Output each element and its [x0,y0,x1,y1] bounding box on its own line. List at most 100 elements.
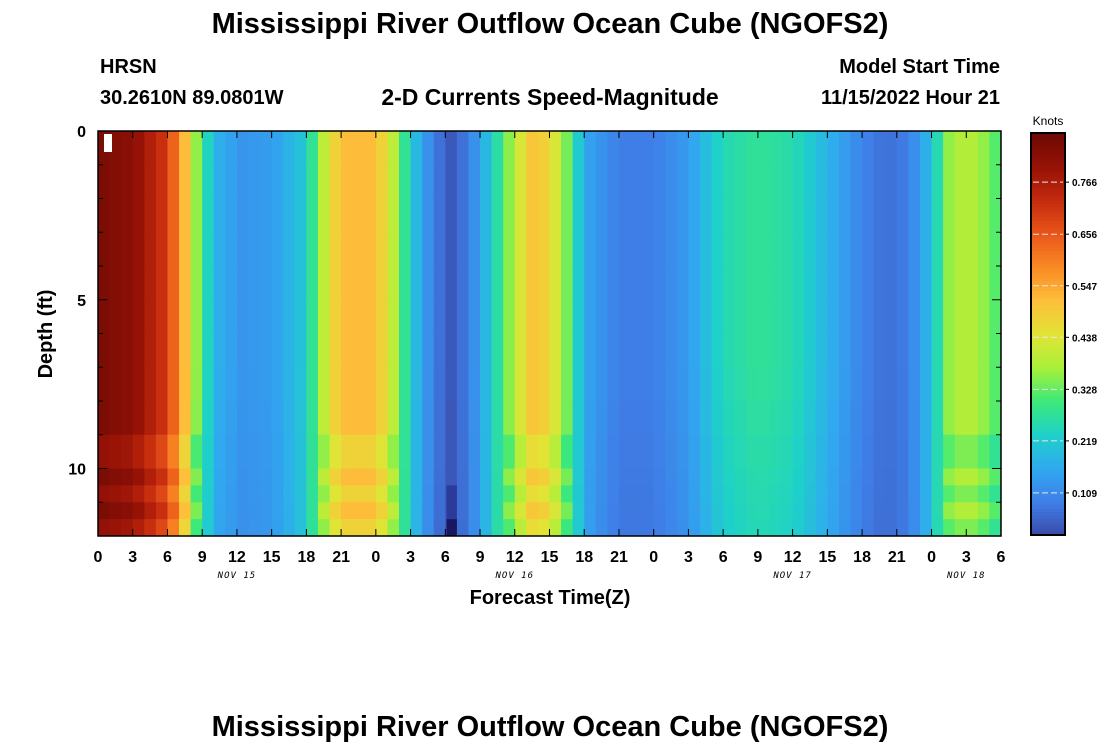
heatmap-cell [503,401,516,436]
heatmap-cell [179,485,192,503]
heatmap-cell [155,333,169,368]
heatmap-cell [977,198,991,233]
heatmap-cell [549,299,562,335]
heatmap-cell [595,468,608,486]
heatmap-cell [561,266,574,301]
heatmap-cell [109,266,122,301]
heatmap-cell [757,502,771,520]
heatmap-cell [155,468,169,486]
heatmap-cell [734,131,747,166]
heatmap-cell [919,367,933,402]
heatmap-cell [989,198,1001,233]
heatmap-cell [989,485,1001,503]
heatmap-cell [838,299,852,335]
heatmap-cell [236,434,250,470]
colorbar-segment [1031,484,1065,489]
heatmap-cell [595,485,608,503]
heatmap-cell [723,232,736,267]
x-tick-label: 18 [853,549,871,566]
heatmap-cell [642,519,655,536]
heatmap-cell [364,232,377,267]
heatmap-cell [827,131,840,166]
heatmap-cell [352,333,365,368]
heatmap-cell [873,434,886,470]
heatmap-cell [584,468,597,486]
heatmap-cell [642,401,655,436]
colorbar-segment [1031,173,1065,178]
colorbar-segment [1031,524,1065,529]
heatmap-cell [630,519,643,536]
heatmap-cell [410,367,423,402]
heatmap-cell [480,519,493,536]
heatmap-cell [98,367,111,402]
heatmap-cell [885,299,898,335]
heatmap-cell [885,164,898,200]
heatmap-cell [294,519,307,536]
heatmap-cell [850,299,863,335]
heatmap-cell [225,502,238,520]
heatmap-cell [734,299,747,335]
colorbar-segment [1031,196,1065,201]
heatmap-cell [827,266,840,301]
heatmap-cell [676,232,690,267]
colorbar-segment [1031,233,1065,238]
heatmap-cell [896,299,909,335]
heatmap-cell [862,131,875,166]
colorbar-segment [1031,354,1065,359]
heatmap-cell [190,164,203,200]
heatmap-cell [179,519,192,536]
colorbar-segment [1031,280,1065,285]
heatmap-cell [352,502,365,520]
heatmap-cell [792,164,805,200]
heatmap-cell [260,131,273,166]
heatmap-cell [919,519,933,536]
heatmap-cell [202,468,215,486]
heatmap-cell [977,468,991,486]
heatmap-cell [804,299,817,335]
heatmap-cell [642,333,655,368]
heatmap-cell [862,468,875,486]
heatmap-cell [700,401,713,436]
heatmap-cell [572,468,585,486]
heatmap-cell [294,232,307,267]
heatmap-cell [966,131,979,166]
heatmap-cell [480,131,493,166]
heatmap-cell [873,502,886,520]
colorbar-segment [1031,300,1065,305]
heatmap-cell [144,485,157,503]
heatmap-cell [213,519,226,536]
heatmap-cell [537,131,551,166]
heatmap-cell [746,232,759,267]
colorbar-segment [1031,139,1065,144]
heatmap-cell [294,367,307,402]
heatmap-cell [618,333,632,368]
heatmap-cell [827,485,840,503]
heatmap-cell [144,266,157,301]
heatmap-cell [190,519,203,536]
colorbar-segment [1031,189,1065,194]
heatmap-cell [653,367,666,402]
heatmap-cell [456,519,470,536]
colorbar-tick-label: 0.438 [1072,333,1097,344]
heatmap-cell [179,299,192,335]
colorbar-segment [1031,273,1065,278]
heatmap-cell [642,198,655,233]
heatmap-cell [491,401,504,436]
heatmap-cell [144,232,157,267]
surface-marker [104,134,112,152]
heatmap-cell [734,502,747,520]
heatmap-cell [202,198,215,233]
heatmap-cell [410,131,423,166]
heatmap-cell [433,502,446,520]
colorbar-segment [1031,256,1065,261]
heatmap-cell [167,468,180,486]
heatmap-cell [514,299,527,335]
heatmap-cell [769,198,782,233]
heatmap-cell [966,164,979,200]
heatmap-cell [885,131,898,166]
heatmap-cell [248,232,261,267]
heatmap-cell [943,131,956,166]
heatmap-cell [329,468,342,486]
heatmap-cell [306,367,319,402]
heatmap-cell [445,401,458,436]
